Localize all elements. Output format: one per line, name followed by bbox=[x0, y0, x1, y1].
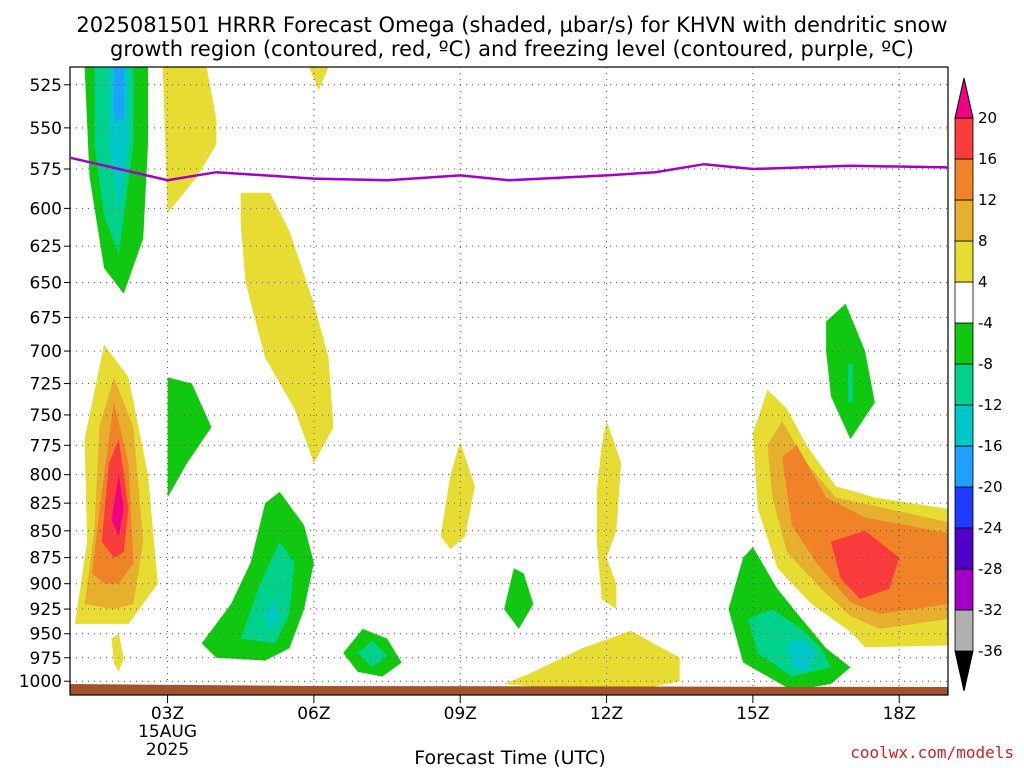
y-tick-label-650: 650 bbox=[30, 273, 62, 293]
omega-shading bbox=[74, 67, 948, 691]
omega-region-15 bbox=[240, 541, 295, 644]
colorbar-arrow-bottom bbox=[954, 650, 974, 692]
x-tick-label-06Z: 06Z bbox=[297, 704, 330, 724]
ground-surface bbox=[70, 684, 948, 695]
colorbar-bin-3 bbox=[954, 486, 974, 529]
colorbar-bin-8 bbox=[954, 281, 974, 324]
y-tick-label-750: 750 bbox=[30, 406, 62, 426]
colorbar-bin-10 bbox=[954, 199, 974, 242]
colorbar-bin-0 bbox=[954, 609, 974, 652]
y-tick-label-725: 725 bbox=[30, 375, 62, 395]
y-tick-label-1000: 1000 bbox=[19, 672, 62, 692]
colorbar-label-5: -16 bbox=[978, 437, 1003, 455]
colorbar-label-3: -24 bbox=[978, 519, 1003, 537]
omega-region-22 bbox=[504, 630, 680, 691]
freezing-level-contour bbox=[69, 156, 949, 182]
omega-region-29 bbox=[787, 638, 817, 672]
colorbar-bin-5 bbox=[954, 404, 974, 447]
chart-title-line1: 2025081501 HRRR Forecast Omega (shaded, … bbox=[76, 13, 947, 37]
y-tick-label-900: 900 bbox=[30, 575, 62, 595]
freezing-level-line-0 bbox=[69, 156, 949, 182]
x-date-label-1: 2025 bbox=[146, 740, 189, 760]
omega-region-12 bbox=[240, 192, 334, 464]
y-tick-label-550: 550 bbox=[30, 119, 62, 139]
colorbar-label-10: 8 bbox=[978, 232, 988, 250]
x-tick-label-18Z: 18Z bbox=[883, 704, 916, 724]
x-tick-label-15Z: 15Z bbox=[736, 704, 769, 724]
x-tick-label-12Z: 12Z bbox=[590, 704, 623, 724]
y-tick-label-625: 625 bbox=[30, 237, 62, 257]
y-tick-label-775: 775 bbox=[30, 436, 62, 456]
colorbar-label-6: -12 bbox=[978, 396, 1003, 414]
colorbar-label-13: 20 bbox=[978, 109, 997, 127]
colorbar-bin-2 bbox=[954, 527, 974, 570]
omega-region-25 bbox=[782, 445, 948, 614]
y-tick-label-675: 675 bbox=[30, 308, 62, 328]
y-tick-label-600: 600 bbox=[30, 199, 62, 219]
colorbar-label-0: -36 bbox=[978, 642, 1003, 660]
credit-text: coolwx.com/models bbox=[850, 743, 1014, 762]
y-tick-label-975: 975 bbox=[30, 649, 62, 669]
omega-region-3 bbox=[113, 67, 124, 120]
colorbar-label-2: -28 bbox=[978, 560, 1003, 578]
colorbar-bin-9 bbox=[954, 240, 974, 283]
y-tick-label-525: 525 bbox=[30, 76, 62, 96]
y-axis-ticks: 525 550 575 600 625 650 675 700 725 750 775 800 825 8… bbox=[19, 76, 70, 692]
omega-region-16 bbox=[265, 599, 280, 629]
chart-title-line2: growth region (contoured, red, ºC) and f… bbox=[110, 37, 914, 61]
colorbar-label-12: 16 bbox=[978, 150, 997, 168]
colorbar-label-4: -20 bbox=[978, 478, 1003, 496]
ground-strip bbox=[69, 66, 949, 696]
colorbar-arrow-top bbox=[954, 77, 974, 119]
omega-region-26 bbox=[830, 530, 900, 599]
colorbar-label-7: -8 bbox=[978, 355, 993, 373]
grid-lines bbox=[70, 67, 948, 695]
colorbar-bin-12 bbox=[954, 117, 974, 160]
omega-region-10 bbox=[162, 67, 217, 213]
omega-region-20 bbox=[596, 421, 622, 610]
omega-region-13 bbox=[167, 377, 212, 498]
colorbar-bin-1 bbox=[954, 568, 974, 611]
colorbar-label-9: 4 bbox=[978, 273, 988, 291]
colorbar-label-1: -32 bbox=[978, 601, 1003, 619]
colorbar-bin-7 bbox=[954, 322, 974, 365]
y-tick-label-875: 875 bbox=[30, 549, 62, 569]
y-tick-label-800: 800 bbox=[30, 466, 62, 486]
x-date-label-0: 15AUG bbox=[138, 722, 197, 742]
y-tick-label-825: 825 bbox=[30, 494, 62, 514]
omega-region-18 bbox=[357, 640, 388, 668]
omega-region-8 bbox=[111, 474, 124, 537]
colorbar-bin-4 bbox=[954, 445, 974, 488]
plot-frame bbox=[69, 66, 949, 696]
y-tick-label-850: 850 bbox=[30, 522, 62, 542]
y-tick-label-700: 700 bbox=[30, 342, 62, 362]
y-tick-label-925: 925 bbox=[30, 600, 62, 620]
x-tick-label-09Z: 09Z bbox=[444, 704, 477, 724]
omega-region-19 bbox=[440, 441, 475, 550]
x-axis-label: Forecast Time (UTC) bbox=[414, 747, 605, 768]
colorbar-bin-11 bbox=[954, 158, 974, 201]
x-tick-label-03Z: 03Z bbox=[151, 704, 184, 724]
colorbar-label-8: -4 bbox=[978, 314, 993, 332]
colorbar: -36 -32 -28 -24 -20 -16 -12 -8 -4 4 8 12 16 20 bbox=[954, 77, 1003, 692]
omega-region-9 bbox=[111, 633, 124, 672]
omega-region-11 bbox=[309, 67, 329, 91]
y-tick-label-575: 575 bbox=[30, 160, 62, 180]
y-tick-label-950: 950 bbox=[30, 625, 62, 645]
colorbar-bin-6 bbox=[954, 363, 974, 406]
colorbar-label-11: 12 bbox=[978, 191, 997, 209]
